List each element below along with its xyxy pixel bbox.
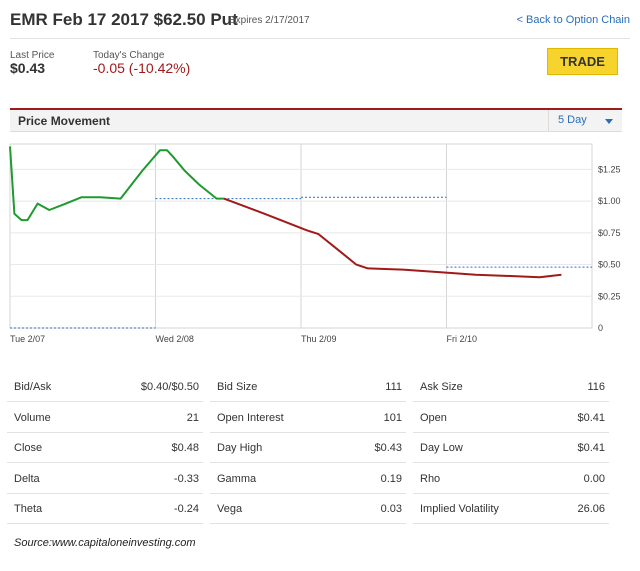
stat-label: Delta bbox=[14, 472, 40, 485]
y-tick-label: $0.25 bbox=[598, 291, 621, 301]
stat-label: Open bbox=[420, 411, 447, 424]
stat-cell: Day Low $0.41 bbox=[413, 433, 609, 463]
source-caption: Source:www.capitaloneinvesting.com bbox=[14, 537, 196, 549]
stat-value: 101 bbox=[383, 411, 402, 424]
stat-label: Day Low bbox=[420, 442, 463, 454]
stat-value: 0.00 bbox=[583, 472, 605, 485]
stat-cell: Gamma 0.19 bbox=[210, 464, 406, 494]
stat-cell: Implied Volatility 26.06 bbox=[413, 494, 609, 524]
stat-cell: Theta -0.24 bbox=[7, 494, 203, 524]
stat-cell: Close $0.48 bbox=[7, 433, 203, 463]
trade-button[interactable]: TRADE bbox=[547, 48, 618, 75]
stat-cell: Rho 0.00 bbox=[413, 464, 609, 494]
x-tick-label: Fri 2/10 bbox=[447, 334, 478, 344]
price-movement-bar: Price Movement 5 Day bbox=[10, 108, 622, 132]
price-line-down bbox=[223, 197, 562, 279]
stat-cell: Bid/Ask $0.40/$0.50 bbox=[7, 372, 203, 402]
stat-value: $0.41 bbox=[577, 442, 605, 454]
price-movement-title: Price Movement bbox=[18, 114, 111, 128]
stat-label: Close bbox=[14, 442, 43, 454]
stat-value: 111 bbox=[385, 381, 402, 393]
stat-value: 116 bbox=[587, 381, 605, 393]
stat-value: $0.48 bbox=[171, 442, 199, 454]
stat-cell: Ask Size 116 bbox=[413, 372, 609, 402]
stat-value: 0.19 bbox=[380, 472, 402, 485]
y-tick-label: $0.50 bbox=[598, 260, 621, 270]
stat-label: Gamma bbox=[217, 472, 257, 485]
stat-label: Vega bbox=[217, 503, 243, 515]
stat-cell: Delta -0.33 bbox=[7, 464, 203, 494]
y-tick-label: 0 bbox=[598, 323, 603, 333]
stat-value: 0.03 bbox=[380, 503, 402, 515]
header-divider bbox=[10, 38, 630, 39]
stat-value: 21 bbox=[186, 411, 199, 424]
range-select[interactable]: 5 Day bbox=[548, 110, 622, 131]
x-tick-label: Thu 2/09 bbox=[301, 334, 337, 344]
stat-value: $0.41 bbox=[577, 411, 605, 424]
stat-value: $0.40/$0.50 bbox=[140, 381, 199, 393]
stat-label: Theta bbox=[14, 503, 43, 515]
quote-header: EMR Feb 17 2017 $62.50 Put Expires 2/17/… bbox=[10, 10, 630, 32]
stat-cell: Day High $0.43 bbox=[210, 433, 406, 463]
chevron-down-icon bbox=[605, 119, 613, 124]
todays-change-label: Today's Change bbox=[93, 50, 165, 61]
expiration-date: Expires 2/17/2017 bbox=[229, 15, 310, 26]
y-tick-label: $1.25 bbox=[598, 164, 621, 174]
page-title: EMR Feb 17 2017 $62.50 Put bbox=[10, 10, 238, 29]
stat-value: $0.43 bbox=[374, 442, 402, 454]
stat-cell: Volume 21 bbox=[7, 403, 203, 433]
price-line-up bbox=[9, 146, 224, 222]
stat-label: Bid Size bbox=[217, 381, 258, 393]
stat-cell: Vega 0.03 bbox=[210, 494, 406, 524]
y-tick-label: $0.75 bbox=[598, 228, 621, 238]
stat-label: Rho bbox=[420, 472, 441, 485]
stat-cell: Open Interest 101 bbox=[210, 403, 406, 433]
stat-label: Bid/Ask bbox=[14, 381, 52, 393]
back-to-option-chain-link[interactable]: < Back to Option Chain bbox=[516, 14, 630, 26]
price-chart: Tue 2/07 Wed 2/08 Thu 2/09 Fri 2/10 0 $0.25 $0… bbox=[9, 143, 621, 344]
stat-value: -0.24 bbox=[173, 503, 199, 515]
stat-cell: Open $0.41 bbox=[413, 403, 609, 433]
stat-value: 26.06 bbox=[577, 503, 605, 515]
x-tick-label: Wed 2/08 bbox=[156, 334, 194, 344]
y-tick-label: $1.00 bbox=[598, 196, 621, 206]
stat-label: Volume bbox=[14, 411, 51, 424]
last-price-value: $0.43 bbox=[10, 60, 46, 76]
last-price-label: Last Price bbox=[10, 50, 55, 61]
stat-value: -0.33 bbox=[173, 472, 199, 485]
stat-label: Ask Size bbox=[420, 381, 463, 393]
stat-label: Day High bbox=[217, 442, 263, 454]
todays-change-value: -0.05 (-10.42%) bbox=[93, 60, 191, 76]
stat-label: Implied Volatility bbox=[420, 503, 499, 515]
x-tick-label: Tue 2/07 bbox=[10, 334, 45, 344]
stat-label: Open Interest bbox=[217, 411, 284, 424]
range-select-value: 5 Day bbox=[558, 114, 587, 126]
stat-cell: Bid Size 111 bbox=[210, 372, 406, 402]
